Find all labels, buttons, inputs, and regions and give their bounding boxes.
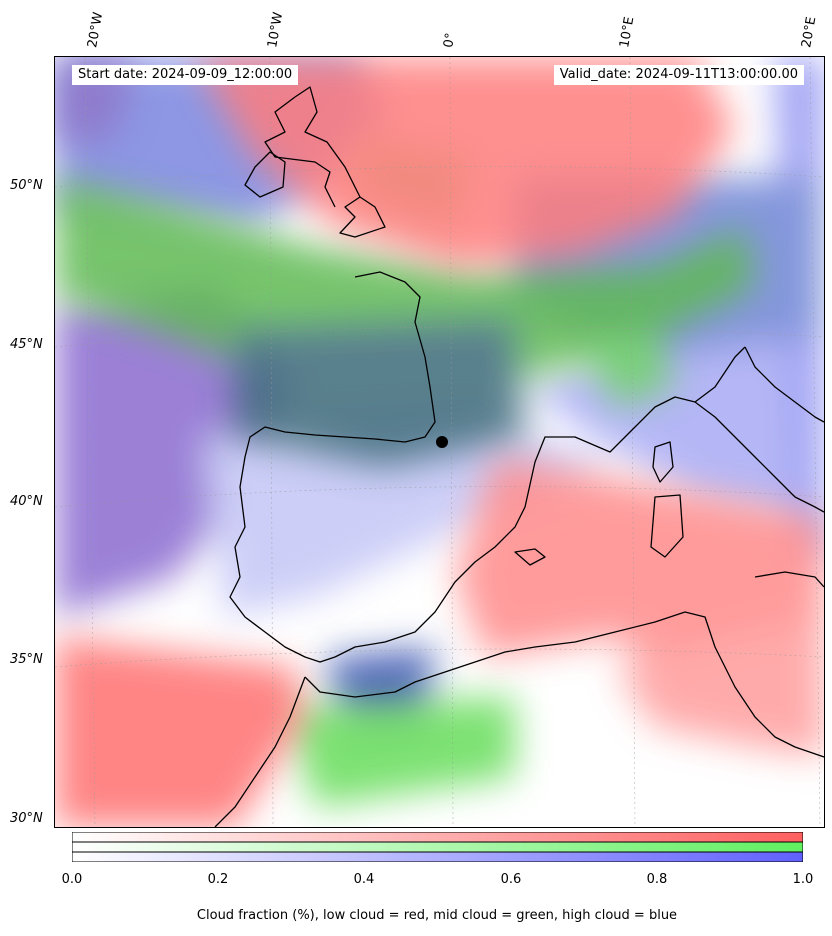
lat-label-40n: 40°N [10, 494, 43, 509]
colorbar-tick-3: 0.6 [500, 872, 522, 887]
location-marker [436, 436, 448, 448]
colorbar-tick-0: 0.0 [61, 872, 83, 887]
colorbar-tick-1: 0.2 [207, 872, 229, 887]
lon-label-20w: 20°W [85, 11, 107, 50]
colorbar-tick-2: 0.4 [353, 872, 375, 887]
lon-label-10e: 10°E [617, 15, 638, 49]
lat-label-35n: 35°N [10, 652, 43, 667]
lon-label-10w: 10°W [265, 11, 287, 50]
start-date-label: Start date: 2024-09-09_12:00:00 [72, 65, 299, 85]
colorbar-mid-cloud [72, 841, 803, 853]
colorbar-tick-4: 0.8 [646, 872, 668, 887]
graticule [55, 57, 824, 827]
colorbar-high-cloud [72, 851, 803, 862]
lat-label-30n: 30°N [10, 811, 43, 826]
cloud-fraction-map[interactable]: Start date: 2024-09-09_12:00:00 Valid_da… [54, 56, 825, 828]
coastlines [214, 86, 824, 827]
lon-label-0: 0° [441, 31, 459, 49]
valid-date-label: Valid_date: 2024-09-11T13:00:00.00 [553, 65, 804, 85]
map-canvas [55, 57, 824, 827]
colorbar-tick-5: 1.0 [792, 872, 814, 887]
lat-label-45n: 45°N [10, 337, 43, 352]
colorbar [72, 832, 803, 862]
lon-label-20e: 20°E [799, 15, 820, 49]
colorbar-caption: Cloud fraction (%), low cloud = red, mid… [196, 908, 678, 923]
lat-label-50n: 50°N [10, 178, 43, 193]
colorbar-low-cloud [72, 832, 803, 843]
cloud-layer-low [55, 57, 824, 827]
